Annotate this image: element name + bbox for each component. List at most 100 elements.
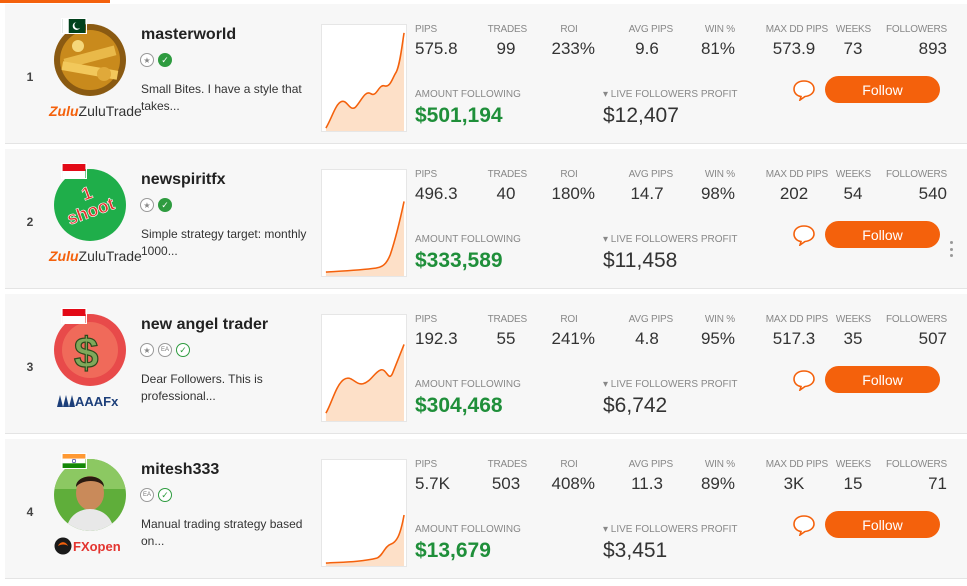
- star-icon: ★: [140, 343, 154, 357]
- stat-win: WIN % 98%: [700, 169, 735, 203]
- stat-pips: PIPS 192.3: [415, 314, 458, 348]
- broker-name: ZuluTrade: [78, 248, 142, 264]
- stat-followers: FOLLOWERS 540: [886, 169, 947, 203]
- stat-win: WIN % 89%: [700, 459, 735, 493]
- comment-icon[interactable]: [792, 514, 816, 536]
- trader-badges: ★ ✓: [140, 198, 172, 212]
- amount-following: AMOUNT FOLLOWING $13,679: [415, 524, 521, 562]
- ea-icon: EA: [140, 488, 154, 502]
- performance-sparkline: [321, 314, 407, 422]
- stat-max-dd: MAX DD PIPS 573.9: [765, 24, 828, 58]
- stat-max-dd: MAX DD PIPS 202: [765, 169, 828, 203]
- performance-sparkline: [321, 459, 407, 567]
- stat-weeks: WEEKS 35: [835, 314, 871, 348]
- stat-trades: TRADES 40: [487, 169, 528, 203]
- trader-row[interactable]: 4 FXopen mitesh333 EA ✓ Manual trading s: [5, 439, 967, 579]
- stat-roi: ROI 241%: [551, 314, 595, 348]
- stat-avg-pips: AVG PIPS 11.3: [628, 459, 674, 493]
- avatar[interactable]: $: [54, 314, 126, 386]
- avatar[interactable]: [54, 24, 126, 96]
- follow-button[interactable]: Follow: [825, 221, 940, 248]
- follow-button[interactable]: Follow: [825, 511, 940, 538]
- stat-followers: FOLLOWERS 71: [886, 459, 947, 493]
- broker-logo: Zulu ZuluTrade: [49, 248, 142, 264]
- live-followers-profit: ▾ LIVE FOLLOWERS PROFIT $11,458: [603, 234, 738, 272]
- trader-name[interactable]: new angel trader: [141, 316, 269, 333]
- stat-win: WIN % 95%: [700, 314, 735, 348]
- country-flag-icon: [61, 453, 87, 469]
- trader-badges: ★ ✓: [140, 53, 172, 67]
- rank-number: 1: [26, 70, 34, 84]
- live-followers-profit: ▾ LIVE FOLLOWERS PROFIT $6,742: [603, 379, 738, 417]
- svg-text:$: $: [74, 329, 98, 378]
- broker-logo: AAAFx: [57, 392, 118, 410]
- trader-name[interactable]: newspiritfx: [141, 171, 226, 188]
- follow-button[interactable]: Follow: [825, 76, 940, 103]
- avatar[interactable]: [54, 459, 126, 531]
- stat-roi: ROI 408%: [551, 459, 595, 493]
- rank-number: 3: [26, 360, 34, 374]
- trader-row[interactable]: 1 Zulu ZuluTrade masterworld ★ ✓ Small: [5, 4, 967, 144]
- stat-trades: TRADES 503: [487, 459, 528, 493]
- stat-avg-pips: AVG PIPS 9.6: [628, 24, 674, 58]
- verified-check-icon: ✓: [158, 198, 172, 212]
- active-tab-indicator: [0, 0, 110, 3]
- country-flag-icon: [61, 18, 87, 34]
- verified-check-icon: ✓: [158, 488, 172, 502]
- more-options-icon[interactable]: [949, 241, 953, 257]
- amount-following: AMOUNT FOLLOWING $304,468: [415, 379, 521, 417]
- amount-following: AMOUNT FOLLOWING $333,589: [415, 234, 521, 272]
- stat-followers: FOLLOWERS 893: [886, 24, 947, 58]
- performance-sparkline: [321, 24, 407, 132]
- broker-logo: FXopen: [53, 537, 121, 555]
- trader-description: Manual trading strategy based on...: [141, 517, 303, 548]
- trader-name[interactable]: mitesh333: [141, 461, 220, 478]
- avatar[interactable]: 1 shoot: [54, 169, 126, 241]
- trader-name[interactable]: masterworld: [141, 26, 237, 43]
- trader-description: Simple strategy target: monthly 1000...: [141, 227, 307, 258]
- broker-name: AAAFx: [75, 393, 119, 409]
- stat-roi: ROI 233%: [551, 24, 595, 58]
- fxopen-logo-icon: [54, 537, 72, 555]
- stat-weeks: WEEKS 54: [835, 169, 871, 203]
- trader-description: Dear Followers. This is professional...: [141, 372, 263, 403]
- country-flag-icon: [61, 163, 87, 179]
- comment-icon[interactable]: [792, 79, 816, 101]
- stat-weeks: WEEKS 73: [835, 24, 871, 58]
- broker-name: FXopen: [73, 538, 121, 554]
- broker-name: ZuluTrade: [78, 103, 142, 119]
- broker-logo: Zulu ZuluTrade: [49, 103, 142, 119]
- stat-roi: ROI 180%: [551, 169, 595, 203]
- stat-max-dd: MAX DD PIPS 3K: [765, 459, 828, 493]
- star-icon: ★: [140, 198, 154, 212]
- stat-pips: PIPS 5.7K: [415, 459, 450, 493]
- performance-sparkline: [321, 169, 407, 277]
- star-icon: ★: [140, 53, 154, 67]
- trader-description: Small Bites. I have a style that takes..…: [141, 82, 302, 113]
- comment-icon[interactable]: [792, 369, 816, 391]
- trader-row[interactable]: 3 $ AAAFx new angel trader ★ EA ✓ Dear F…: [5, 294, 967, 434]
- trader-row[interactable]: 2 1 shoot Zulu ZuluTrade newspiritfx ★ ✓ …: [5, 149, 967, 289]
- stat-win: WIN % 81%: [700, 24, 735, 58]
- stat-weeks: WEEKS 15: [835, 459, 871, 493]
- aaafx-logo-icon: [57, 395, 75, 407]
- stat-avg-pips: AVG PIPS 4.8: [628, 314, 674, 348]
- stat-max-dd: MAX DD PIPS 517.3: [765, 314, 828, 348]
- stat-trades: TRADES 99: [487, 24, 528, 58]
- stat-trades: TRADES 55: [487, 314, 528, 348]
- follow-button[interactable]: Follow: [825, 366, 940, 393]
- ea-icon: EA: [158, 343, 172, 357]
- verified-check-icon: ✓: [158, 53, 172, 67]
- stat-avg-pips: AVG PIPS 14.7: [628, 169, 674, 203]
- rank-number: 4: [26, 505, 34, 519]
- live-followers-profit: ▾ LIVE FOLLOWERS PROFIT $12,407: [603, 89, 738, 127]
- live-followers-profit: ▾ LIVE FOLLOWERS PROFIT $3,451: [603, 524, 738, 562]
- verified-check-icon: ✓: [176, 343, 190, 357]
- stat-followers: FOLLOWERS 507: [886, 314, 947, 348]
- comment-icon[interactable]: [792, 224, 816, 246]
- rank-number: 2: [26, 215, 34, 229]
- stat-pips: PIPS 496.3: [415, 169, 458, 203]
- country-flag-icon: [61, 308, 87, 324]
- trader-badges: ★ EA ✓: [140, 343, 190, 357]
